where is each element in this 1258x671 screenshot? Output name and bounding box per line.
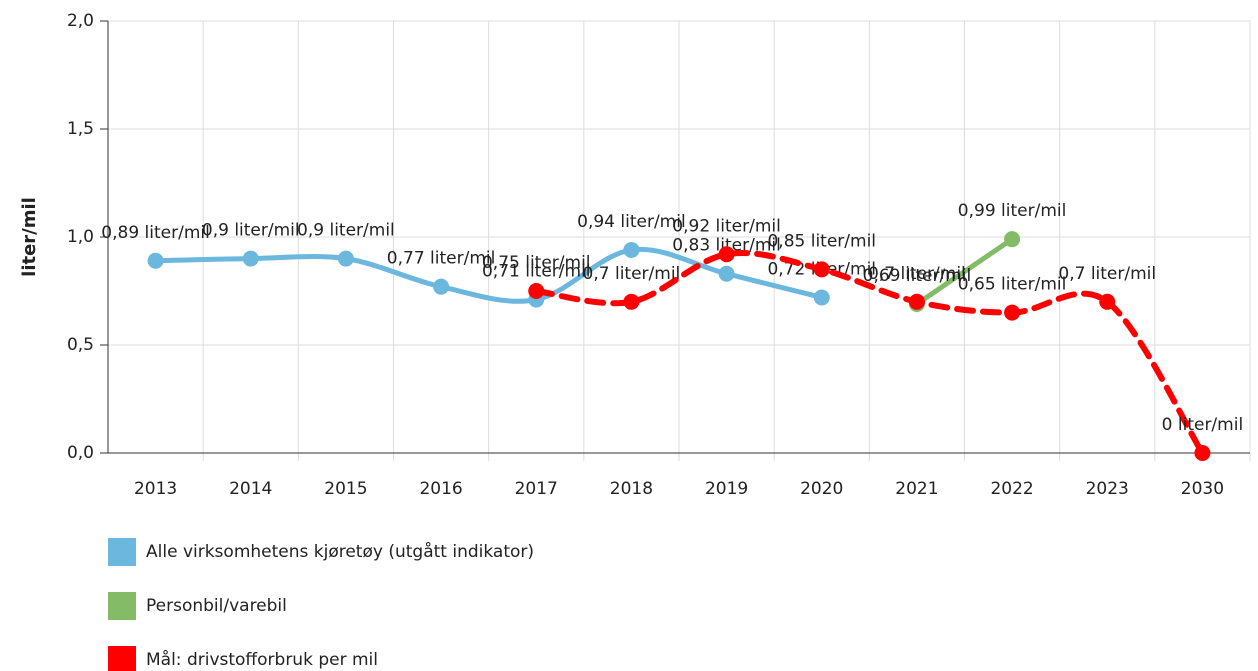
x-tick-label: 2030 bbox=[1181, 479, 1224, 499]
y-tick-label: 2,0 bbox=[67, 11, 94, 31]
data-label: 0,75 liter/mil bbox=[482, 253, 591, 273]
x-tick-label: 2014 bbox=[229, 479, 272, 499]
point bbox=[813, 289, 830, 306]
point bbox=[623, 293, 640, 310]
data-label: 0,94 liter/mil bbox=[577, 212, 686, 232]
point bbox=[1004, 304, 1021, 321]
data-label: 0,9 liter/mil bbox=[297, 221, 395, 241]
point bbox=[528, 283, 545, 299]
x-tick-label: 2017 bbox=[515, 479, 558, 499]
legend-swatch bbox=[108, 592, 136, 620]
data-label: 0,65 liter/mil bbox=[958, 275, 1067, 295]
x-tick-label: 2019 bbox=[705, 479, 748, 499]
x-tick-label: 2013 bbox=[134, 479, 177, 499]
data-label: 0,9 liter/mil bbox=[202, 221, 300, 241]
data-label: 0,83 liter/mil bbox=[672, 236, 781, 256]
y-tick-label: 1,0 bbox=[67, 227, 94, 247]
point bbox=[718, 246, 735, 263]
legend-swatch bbox=[108, 538, 136, 566]
x-tick-label: 2016 bbox=[419, 479, 462, 499]
data-label: 0,85 liter/mil bbox=[767, 231, 876, 251]
y-tick-label: 0,5 bbox=[67, 335, 94, 355]
y-tick-label: 1,5 bbox=[67, 119, 94, 139]
data-label: 0,89 liter/mil bbox=[101, 223, 210, 243]
point bbox=[433, 278, 450, 295]
point bbox=[908, 293, 925, 310]
point bbox=[1099, 293, 1116, 310]
data-label: 0,77 liter/mil bbox=[387, 249, 496, 269]
legend-label: Alle virksomhetens kjøretøy (utgått indi… bbox=[146, 541, 534, 562]
data-label: 0,71 liter/mil bbox=[482, 262, 591, 282]
point bbox=[147, 252, 164, 269]
series-line bbox=[153, 246, 825, 304]
legend-label: Personbil/varebil bbox=[146, 596, 287, 616]
x-tick-label: 2023 bbox=[1086, 479, 1129, 499]
point bbox=[718, 265, 735, 282]
x-tick-label: 2021 bbox=[895, 479, 938, 499]
data-label: 0,7 liter/mil bbox=[583, 264, 681, 284]
point bbox=[242, 250, 259, 267]
legend-swatch bbox=[108, 646, 136, 671]
x-tick-label: 2022 bbox=[990, 479, 1033, 499]
point bbox=[813, 261, 830, 278]
y-axis-label: liter/mil bbox=[19, 197, 40, 277]
data-label: 0,7 liter/mil bbox=[868, 264, 966, 284]
point bbox=[1194, 445, 1211, 461]
data-label: 0,92 liter/mil bbox=[672, 216, 781, 236]
x-tick-label: 2018 bbox=[610, 479, 653, 499]
legend-label: Mål: drivstofforbruk per mil bbox=[146, 649, 378, 670]
data-label: 0,69 liter/mil bbox=[863, 266, 972, 286]
x-tick-label: 2020 bbox=[800, 479, 843, 499]
data-label: 0,99 liter/mil bbox=[958, 201, 1067, 221]
point bbox=[337, 250, 354, 267]
data-label: 0 liter/mil bbox=[1162, 415, 1244, 435]
point bbox=[1004, 231, 1021, 248]
data-label: 0,7 liter/mil bbox=[1058, 264, 1156, 284]
y-tick-label: 0,0 bbox=[67, 443, 94, 463]
x-tick-label: 2015 bbox=[324, 479, 367, 499]
point bbox=[623, 241, 640, 258]
